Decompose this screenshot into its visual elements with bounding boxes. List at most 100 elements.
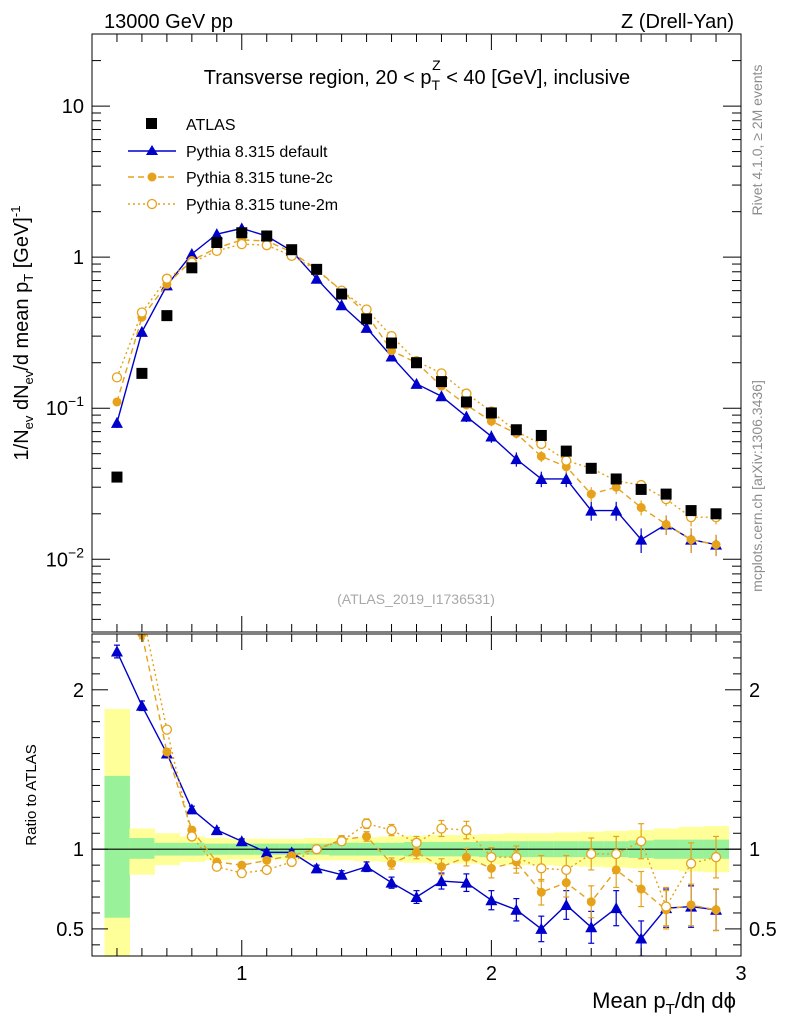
marker-default — [385, 350, 398, 362]
y-tick-mantissa: 10 — [46, 398, 68, 420]
title-sup: Z — [432, 57, 441, 73]
marker-tune2c — [112, 494, 121, 503]
marker-tune2c — [387, 859, 397, 869]
marker-default — [485, 894, 498, 906]
legend-marker-tune2c — [147, 172, 157, 182]
marker-tune2m — [136, 307, 148, 318]
ylabel-a-sub: ev — [21, 415, 36, 429]
marker-default — [360, 321, 373, 333]
legend-marker-tune2m — [146, 198, 158, 210]
marker-tune2m — [386, 824, 397, 836]
marker-atlas — [510, 424, 522, 436]
marker-atlas — [236, 227, 248, 239]
main-title: Transverse region, 20 < pTZ < 40 [GeV], … — [204, 57, 630, 93]
marker-tune2m — [561, 864, 572, 876]
marker-default — [210, 824, 223, 836]
marker-tune2c — [162, 747, 172, 757]
marker-default — [460, 876, 473, 888]
band-inner — [104, 775, 130, 918]
marker-tune2m — [112, 287, 121, 296]
marker-tune2m — [261, 240, 272, 251]
marker-atlas — [336, 288, 348, 300]
ratio-frame — [91, 633, 742, 957]
ratio-ylabel: Ratio to ATLAS — [23, 744, 40, 845]
marker-default — [435, 875, 448, 887]
legend-label-tune2c: Pythia 8.315 tune-2c — [186, 170, 333, 187]
header-left: 13000 GeV pp — [104, 11, 233, 33]
marker-tune2m — [411, 837, 422, 848]
marker-default — [535, 922, 548, 934]
marker-atlas — [585, 462, 597, 474]
marker-tune2m — [611, 848, 622, 860]
marker-atlas — [136, 367, 148, 379]
marker-tune2m — [436, 823, 447, 834]
legend-label-tune2m: Pythia 8.315 tune-2m — [186, 197, 338, 214]
y-tick-mantissa: 10 — [46, 549, 68, 571]
title-sub: T — [432, 77, 441, 93]
marker-default — [310, 862, 323, 874]
marker-tune2c — [536, 451, 546, 461]
legend: ATLAS Pythia 8.315 default Pythia 8.315 … — [128, 117, 338, 214]
ratio-y-tick-label-right: 2 — [749, 680, 760, 702]
marker-tune2c — [362, 831, 372, 841]
ylabel-a: 1/N — [11, 429, 33, 460]
ratio-panel: 1 2 30.5 0.51 12 2 Ratio to ATLAS Mean pT/dη … — [23, 287, 777, 1018]
reference-label: (ATLAS_2019_I1736531) — [337, 591, 495, 607]
ratio-series-layer — [110, 287, 723, 956]
header-right: Z (Drell-Yan) — [621, 11, 734, 33]
marker-tune2m — [161, 273, 173, 284]
ylabel-d-sup: -1 — [8, 206, 23, 218]
marker-default — [510, 453, 523, 465]
marker-tune2c — [536, 887, 546, 897]
marker-tune2c — [262, 855, 272, 865]
legend-marker-default — [146, 145, 158, 155]
marker-default — [585, 921, 598, 933]
ratio-y-tick-label: 2 — [73, 680, 84, 702]
marker-default — [110, 416, 123, 428]
marker-default — [110, 645, 123, 657]
marker-tune2c — [436, 862, 446, 872]
legend-label-atlas: ATLAS — [186, 117, 236, 134]
marker-default — [335, 299, 348, 311]
y-tick-label: 1 — [73, 247, 84, 269]
marker-tune2m — [361, 304, 372, 315]
marker-atlas — [286, 244, 298, 256]
marker-tune2m — [211, 861, 222, 872]
ylabel-d: [GeV] — [11, 217, 33, 274]
marker-tune2m — [161, 724, 173, 735]
marker-tune2m — [461, 824, 472, 836]
marker-tune2c — [686, 900, 696, 910]
marker-atlas — [161, 310, 173, 322]
marker-tune2m — [486, 852, 497, 863]
title-pre: Transverse region, 20 < p — [204, 67, 432, 89]
marker-default — [435, 390, 448, 402]
marker-tune2m — [236, 867, 247, 879]
marker-default — [635, 533, 648, 545]
marker-tune2c — [237, 860, 247, 870]
marker-atlas — [460, 396, 472, 408]
ratio-y-tick-label: 1 — [73, 839, 84, 861]
marker-tune2m — [636, 836, 647, 847]
marker-tune2m — [361, 818, 372, 829]
marker-atlas — [610, 473, 622, 485]
marker-default — [135, 699, 148, 711]
mcplots-label: mcplots.cern.ch [arXiv:1306.3436] — [749, 380, 765, 592]
marker-default — [585, 504, 598, 516]
marker-default — [460, 410, 473, 422]
ratio-xlabel: Mean pT/dη dϕ — [592, 988, 736, 1018]
x-tick-label: 2 — [486, 963, 497, 985]
ylabel-c-sub: T — [21, 274, 36, 282]
marker-default — [185, 247, 198, 259]
marker-atlas — [361, 313, 373, 325]
marker-tune2c — [461, 852, 471, 862]
marker-default — [210, 228, 223, 240]
marker-atlas — [386, 337, 398, 349]
marker-atlas — [710, 508, 722, 520]
marker-tune2m — [186, 831, 197, 842]
marker-tune2m — [660, 901, 672, 912]
xlabel-sub: T — [666, 1001, 675, 1018]
marker-tune2c — [661, 519, 671, 529]
marker-default — [235, 835, 248, 847]
marker-tune2c — [711, 540, 721, 550]
